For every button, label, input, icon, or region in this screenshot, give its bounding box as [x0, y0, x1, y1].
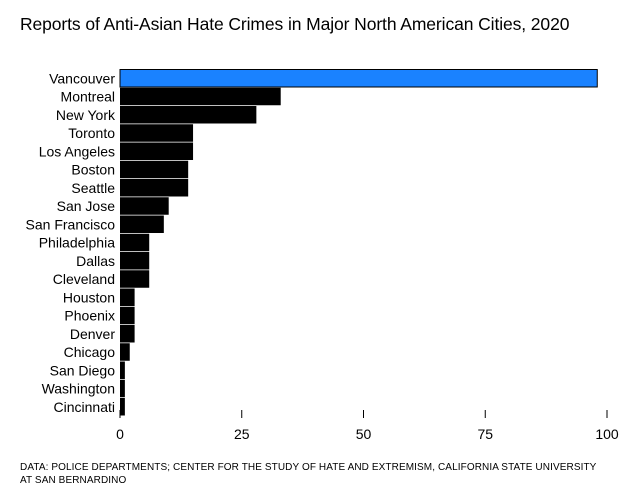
- chart-title: Reports of Anti-Asian Hate Crimes in Maj…: [20, 14, 570, 34]
- category-label: Cleveland: [53, 271, 115, 287]
- bars-layer: [119, 69, 598, 416]
- category-label: Phoenix: [64, 308, 115, 324]
- bar-chicago: [120, 343, 130, 361]
- category-label: Houston: [63, 289, 115, 305]
- category-label: San Diego: [50, 362, 116, 378]
- category-label: Vancouver: [49, 70, 115, 86]
- bar-philadelphia: [120, 233, 150, 252]
- bar-seattle: [120, 179, 189, 197]
- x-tick-label: 75: [477, 426, 493, 442]
- category-label: Philadelphia: [39, 235, 115, 251]
- category-label: Los Angeles: [39, 143, 115, 159]
- x-tick-label: 0: [116, 426, 124, 442]
- source-note: DATA: POLICE DEPARTMENTS; CENTER FOR THE…: [20, 462, 597, 486]
- bar-san-diego: [120, 361, 125, 379]
- bar-toronto: [120, 124, 194, 142]
- category-label: Montreal: [61, 89, 115, 105]
- bar-los-angeles: [120, 142, 194, 160]
- bar-houston: [120, 288, 135, 306]
- bar-denver: [120, 325, 135, 343]
- category-label: New York: [56, 107, 116, 123]
- bar-cleveland: [120, 270, 150, 288]
- bar-chart: Vancouver Montreal New York Toronto Los Ange…: [26, 69, 619, 442]
- category-label: Chicago: [64, 344, 116, 360]
- bar-dallas: [120, 252, 150, 270]
- bar-cincinnati: [120, 398, 125, 416]
- bar-phoenix: [120, 306, 135, 325]
- category-label: Boston: [71, 162, 115, 178]
- bar-montreal: [120, 87, 281, 106]
- category-label: San Francisco: [26, 216, 116, 232]
- x-tick-label: 50: [356, 426, 372, 442]
- bar-san-francisco: [120, 215, 164, 233]
- category-labels: Vancouver Montreal New York Toronto Los Ange…: [26, 70, 116, 415]
- category-label: Seattle: [71, 180, 115, 196]
- x-axis: 0 25 50 75 100: [116, 410, 619, 442]
- category-label: Cincinnati: [54, 399, 115, 415]
- x-tick-label: 25: [234, 426, 250, 442]
- bar-san-jose: [120, 197, 169, 215]
- category-label: San Jose: [57, 198, 116, 214]
- bar-new-york: [120, 106, 257, 124]
- x-tick-label: 100: [595, 426, 619, 442]
- bar-washington: [120, 379, 125, 398]
- bar-boston: [120, 160, 189, 179]
- category-label: Denver: [70, 326, 115, 342]
- category-label: Washington: [42, 381, 115, 397]
- category-label: Dallas: [76, 253, 115, 269]
- bar-vancouver: [119, 69, 598, 88]
- category-label: Toronto: [68, 125, 115, 141]
